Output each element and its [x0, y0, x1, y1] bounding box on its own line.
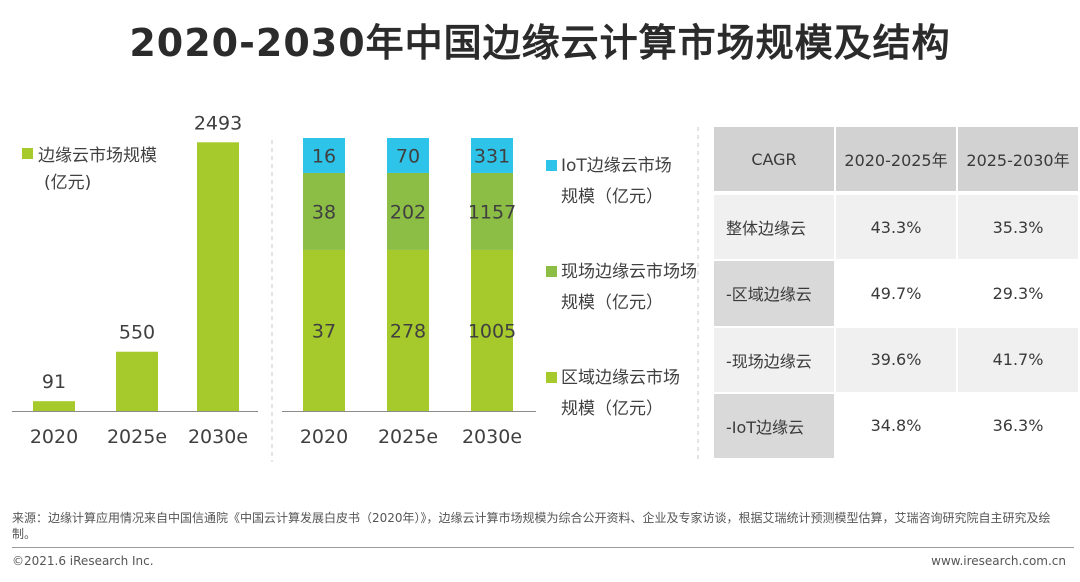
table-row: 整体边缘云 43.3% 35.3% [714, 195, 1078, 262]
cagr-value: 34.8% [836, 393, 956, 460]
data-label-regional-2030e: 1005 [468, 320, 516, 342]
legend-swatch-onsite [546, 266, 557, 277]
cagr-row-label: -现场边缘云 [714, 327, 834, 394]
cagr-value: 29.3% [958, 261, 1078, 328]
legend-swatch-regional [546, 372, 557, 383]
cagr-value: 49.7% [836, 261, 956, 328]
data-label-iot-2030e: 331 [474, 145, 510, 167]
source-footnote: 来源：边缘计算应用情况来自中国信通院《中国云计算发展白皮书（2020年）》，边缘… [12, 511, 1051, 541]
cagr-value: 35.3% [958, 195, 1078, 262]
table-row: -区域边缘云 49.7% 29.3% [714, 261, 1078, 328]
x-tick-label: 2030e [462, 426, 522, 448]
cagr-value: 41.7% [958, 327, 1078, 394]
footer-divider [12, 547, 1074, 548]
data-label-onsite-2030e: 1157 [468, 201, 516, 223]
cagr-value: 39.6% [836, 327, 956, 394]
bar-segment-iot-2030e [471, 138, 513, 173]
bar-segment-onsite-2020 [303, 172, 345, 250]
footer-copyright: ©2021.6 iResearch Inc. [12, 554, 154, 568]
data-label-total-2025e: 550 [119, 322, 155, 344]
cagr-table: CAGR 2020-2025年 2025-2030年 整体边缘云 43.3% 3… [712, 127, 1080, 460]
cagr-value: 43.3% [836, 195, 956, 262]
legend-label-regional: 区域边缘云市场 [561, 368, 680, 388]
cagr-row-label: -区域边缘云 [714, 261, 834, 328]
legend-label-onsite: 现场边缘云市场场 [561, 262, 697, 282]
cagr-header-period-1: 2020-2025年 [836, 127, 956, 195]
x-tick-label: 2020 [300, 426, 348, 448]
bar-segment-onsite-2030e [471, 172, 513, 250]
bar-total-2030e [197, 142, 239, 411]
legend-label-iot: IoT边缘云市场 [561, 156, 672, 176]
data-label-iot-2020: 16 [312, 145, 336, 167]
cagr-table-header-row: CAGR 2020-2025年 2025-2030年 [714, 127, 1078, 195]
bar-segment-onsite-2025e [387, 172, 429, 250]
bar-segment-regional-2030e [471, 249, 513, 411]
legend-swatch-iot [546, 160, 557, 171]
data-label-regional-2020: 37 [312, 320, 336, 342]
data-label-onsite-2025e: 202 [390, 201, 426, 223]
legend-label-iot-line2: 规模（亿元） [561, 187, 663, 207]
x-tick-label: 2025e [378, 426, 438, 448]
legend-label-onsite-line2: 规模（亿元） [561, 293, 663, 313]
cagr-row-label: 整体边缘云 [714, 195, 834, 262]
cagr-value: 36.3% [958, 393, 1078, 460]
table-row: -IoT边缘云 34.8% 36.3% [714, 393, 1078, 460]
bar-total-2020 [33, 401, 75, 411]
footer-url: www.iresearch.com.cn [931, 554, 1066, 568]
bar-segment-regional-2025e [387, 249, 429, 411]
data-label-total-2020: 91 [42, 371, 66, 393]
charts-area: 边缘云市场规模 (亿元) 91 2020 550 2025e 2493 2030e 37 38 16… [12, 112, 699, 462]
legend-swatch-total [22, 148, 33, 159]
legend-unit-total: (亿元) [44, 173, 91, 193]
cagr-header-period-2: 2025-2030年 [958, 127, 1078, 195]
x-tick-label: 2030e [188, 426, 248, 448]
legend-label-regional-line2: 规模（亿元） [561, 399, 663, 419]
cagr-header-label: CAGR [714, 127, 834, 195]
bar-segment-regional-2020 [303, 249, 345, 411]
data-label-total-2030e: 2493 [194, 112, 242, 134]
table-row: -现场边缘云 39.6% 41.7% [714, 327, 1078, 394]
data-label-regional-2025e: 278 [390, 320, 426, 342]
legend-label-total: 边缘云市场规模 [38, 146, 157, 166]
data-label-onsite-2020: 38 [312, 201, 336, 223]
bar-segment-iot-2020 [303, 138, 345, 173]
page-title: 2020-2030年中国边缘云计算市场规模及结构 [129, 21, 951, 65]
x-tick-label: 2020 [30, 426, 78, 448]
bar-segment-iot-2025e [387, 138, 429, 173]
bar-total-2025e [116, 351, 158, 411]
data-label-iot-2025e: 70 [396, 145, 420, 167]
cagr-row-label: -IoT边缘云 [714, 393, 834, 460]
x-tick-label: 2025e [107, 426, 167, 448]
